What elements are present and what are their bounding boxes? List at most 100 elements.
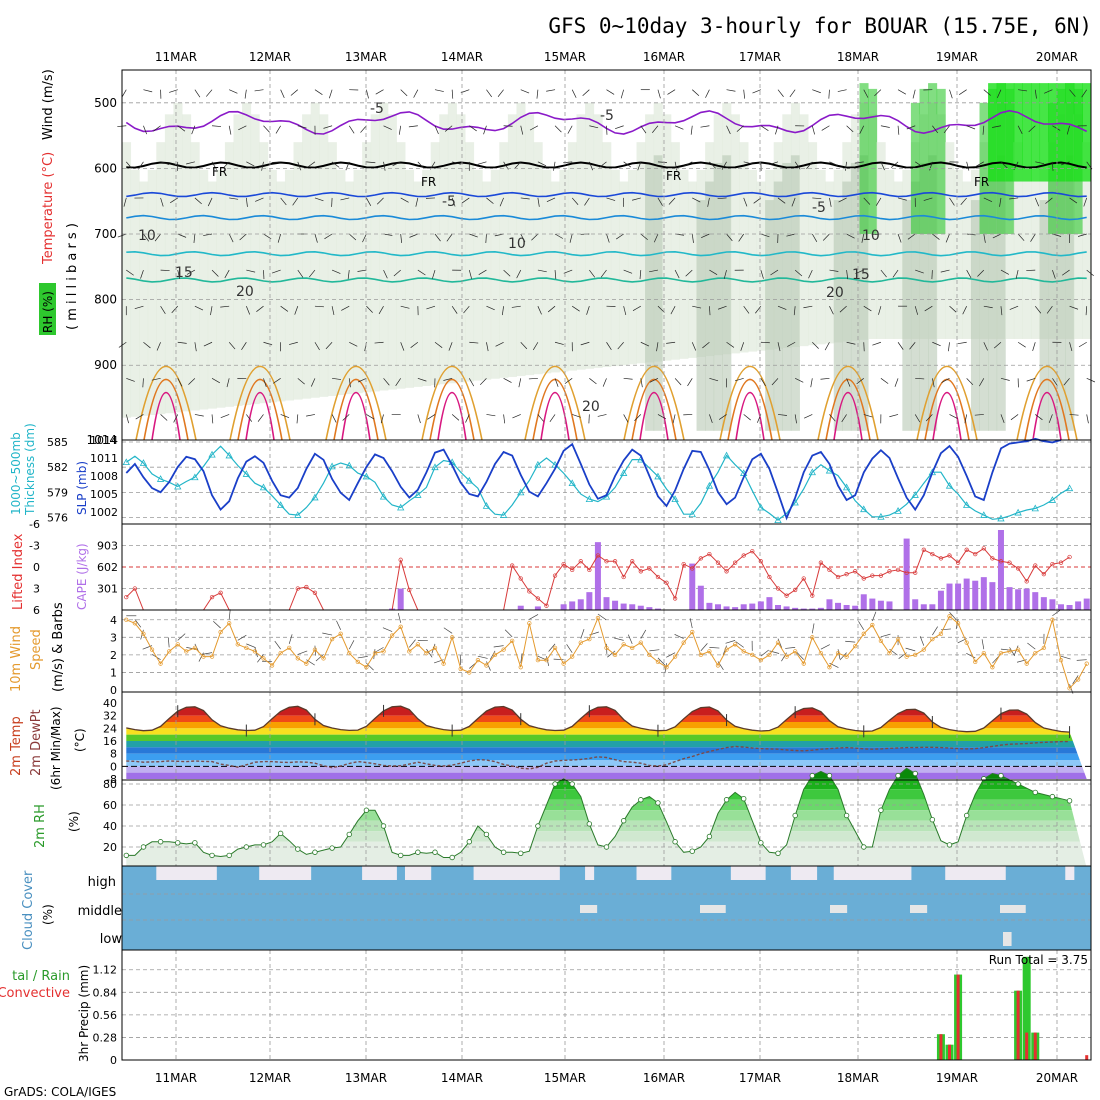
wind-barb (393, 269, 401, 277)
wind-speed-point (570, 654, 575, 659)
wind-barb (637, 161, 642, 171)
li-point (870, 573, 875, 578)
rh-shading-saturated (1005, 83, 1015, 182)
wind-barb (640, 125, 647, 134)
wind-barb (263, 341, 273, 346)
wind-barb (210, 306, 213, 316)
li-point (724, 569, 729, 574)
thickness-point (980, 511, 988, 518)
surface-wind-barb (709, 647, 720, 649)
temp-tick: 0 (110, 760, 117, 773)
surface-wind-barb (489, 650, 496, 660)
wind-speed-point (167, 649, 172, 654)
wind-barb (395, 378, 401, 386)
cape-bar (955, 583, 962, 610)
cloud-high-clear (182, 866, 192, 880)
li-point (775, 586, 781, 591)
wind-barb (657, 161, 667, 163)
wind-barb (1017, 341, 1026, 348)
li-point (527, 589, 532, 594)
wind-speed-point (372, 650, 378, 656)
wind-speed-point (998, 650, 1004, 656)
li-point (647, 566, 652, 571)
rh-tick: 40 (103, 820, 117, 833)
wind-barb (1017, 125, 1023, 134)
cloud-high-clear (199, 866, 209, 880)
rh-shading-moist (919, 88, 929, 235)
temp-band (126, 728, 1087, 735)
wind-barb (261, 161, 264, 171)
slp-tick: 1011 (90, 452, 118, 465)
slp-tick: 1002 (90, 506, 118, 519)
wind-barb (983, 197, 993, 203)
wind-barb (794, 161, 801, 170)
wind-barb (194, 197, 202, 205)
rh-shading-moist (928, 83, 938, 235)
wind-barb (571, 197, 579, 205)
wind-barb (173, 414, 179, 423)
precip-tick: 0 (110, 1054, 117, 1067)
wind-barb (789, 89, 796, 98)
isotherm-label: -5 (812, 200, 826, 216)
li-point (784, 593, 789, 598)
surface-wind-barb (1060, 655, 1071, 660)
wind-barb (1034, 197, 1040, 207)
cloud-high-clear (902, 866, 912, 880)
wind-barb (829, 414, 836, 422)
wind-barb (554, 125, 562, 133)
warm-isotherm (143, 378, 189, 441)
surface-wind-barb (1052, 609, 1061, 617)
rh-point (689, 848, 695, 854)
wind-barb (478, 269, 487, 276)
wind-barb (246, 161, 255, 167)
wind-barb (880, 161, 885, 171)
date-label-top: 13MAR (345, 50, 387, 64)
cloud-high-clear (988, 866, 998, 880)
wind-barb (897, 342, 904, 350)
wind-barb (297, 378, 305, 385)
wind-barb (599, 161, 607, 168)
wind-barb (360, 125, 367, 133)
cape-bar (826, 599, 833, 610)
wind-barb (222, 161, 230, 169)
wind-barb (820, 377, 830, 380)
wind-barb (743, 414, 751, 421)
cape-bar (980, 577, 987, 610)
precip-tick: 0.56 (93, 1009, 118, 1022)
rh-point (380, 823, 387, 829)
rh-point (1015, 781, 1021, 787)
wind-speed-point (458, 666, 463, 672)
slp-tick: 1005 (90, 488, 118, 501)
wind-speed-point (484, 663, 489, 668)
rh-shading (825, 181, 835, 344)
rh-shading (550, 181, 560, 373)
wind-barb (569, 233, 573, 243)
wind-barb (328, 89, 333, 99)
wind-speed-point (818, 650, 824, 656)
rh-shading (610, 169, 620, 367)
wind-barb (483, 125, 487, 135)
wind-barb (296, 414, 299, 424)
wind-barb (461, 197, 470, 204)
wind-barb (571, 89, 577, 98)
wind-barb (707, 197, 710, 207)
wind-barb (1085, 306, 1088, 316)
wind-barb (153, 125, 161, 132)
cloud-high-clear (533, 866, 543, 880)
wind-barb (999, 197, 1002, 207)
rh-shading (756, 181, 766, 351)
li-point (587, 567, 592, 573)
wind-barb (177, 378, 183, 387)
wind-barb (854, 161, 864, 164)
rh-shading-saturated (1039, 83, 1049, 182)
li-point (750, 549, 755, 554)
wind-barb (808, 269, 813, 279)
wind-speed-point (492, 652, 498, 658)
cloud-high-clear (284, 866, 295, 880)
wind-barb (600, 269, 607, 278)
temp-tick: 32 (103, 710, 117, 723)
wind-barb (709, 269, 718, 276)
wind-barb (263, 125, 270, 133)
li-point (312, 590, 318, 595)
